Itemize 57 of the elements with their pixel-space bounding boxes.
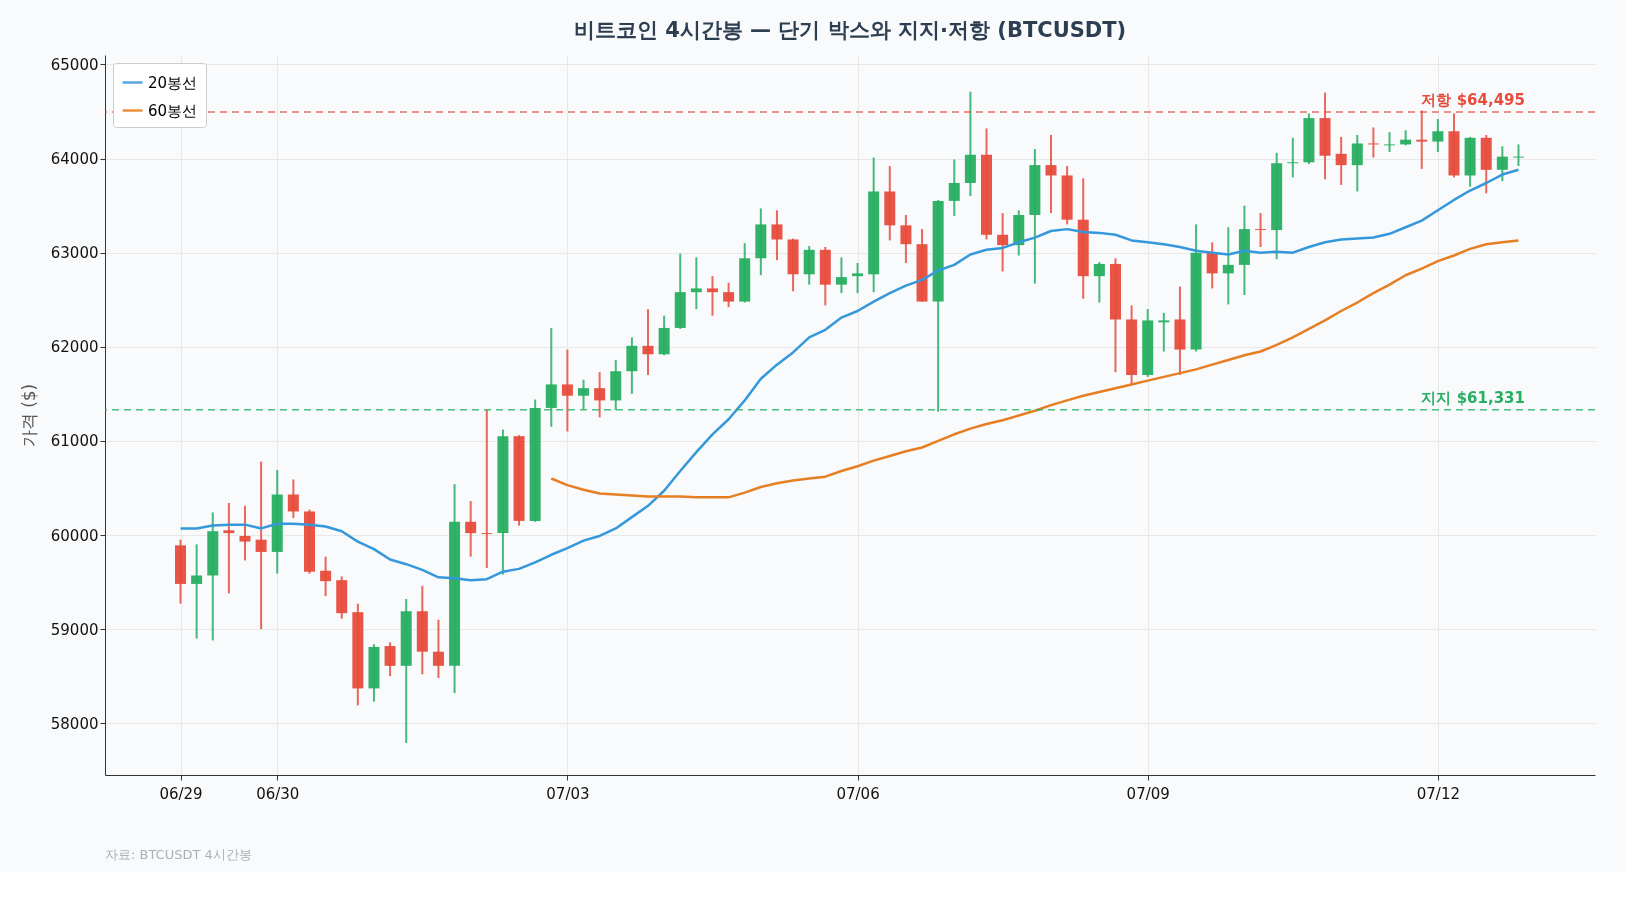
- candlestick: [594, 371, 606, 419]
- legend-label: 20봉선: [148, 73, 198, 92]
- x-tick-label: 06/29: [159, 784, 203, 803]
- candlestick: [223, 502, 235, 595]
- candlestick: [723, 281, 735, 309]
- ref-line-label: 저항 $64,495: [1421, 90, 1525, 109]
- x-tick-label: 07/06: [836, 784, 880, 803]
- ref-line-label: 지지 $61,331: [1421, 388, 1525, 407]
- candlestick: [1367, 126, 1379, 159]
- legend-label: 60봉선: [148, 101, 198, 120]
- candlestick: [900, 214, 912, 264]
- candlestick: [1255, 212, 1267, 248]
- candlestick: [706, 275, 718, 317]
- candlestick: [239, 504, 251, 562]
- candlestick: [1335, 135, 1347, 186]
- candlestick: [1093, 261, 1105, 304]
- candlestick: [481, 408, 493, 569]
- x-tick-label: 07/03: [546, 784, 590, 803]
- x-tick-label: 07/12: [1416, 784, 1460, 803]
- candlestick: [255, 460, 267, 631]
- candlestick: [320, 555, 332, 598]
- y-tick-label: 59000: [50, 620, 99, 639]
- y-tick-label: 65000: [50, 55, 99, 74]
- y-tick-label: 62000: [50, 338, 99, 357]
- candlestick: [642, 308, 654, 376]
- candlestick: [1045, 134, 1057, 215]
- x-tick-label: 07/09: [1126, 784, 1170, 803]
- candlestick: [1287, 136, 1299, 179]
- y-tick-label: 61000: [50, 432, 99, 451]
- candlestick: [191, 543, 203, 640]
- candlestick: [1432, 118, 1444, 153]
- x-tick-label: 06/30: [256, 784, 300, 803]
- candlestick: [1512, 143, 1524, 168]
- candlestick: [771, 209, 783, 262]
- candlestick: [287, 478, 299, 520]
- text: 자료: BTCUSDT 4시간봉: [105, 847, 252, 862]
- candlestick: [852, 262, 864, 295]
- candlestick: [384, 641, 396, 678]
- candlestick: [1222, 226, 1234, 306]
- candlestick: [1496, 145, 1508, 183]
- y-axis-title: 가격 ($): [18, 383, 39, 448]
- candlestick: [465, 500, 477, 558]
- y-tick-label: 58000: [50, 714, 99, 733]
- candlestick: [690, 256, 702, 311]
- candlestick: [997, 212, 1009, 273]
- chart-title: 비트코인 4시간봉 — 단기 박스와 지지·저항 (BTCUSDT): [573, 18, 1127, 42]
- candlestick: [432, 618, 444, 680]
- candlestick: [1158, 311, 1170, 353]
- candlestick: [1384, 131, 1396, 153]
- y-tick-label: 63000: [50, 244, 99, 263]
- candlestick: [561, 348, 573, 433]
- y-tick-label: 64000: [50, 150, 99, 169]
- candlestick: [1206, 241, 1218, 290]
- candlestick: [948, 158, 960, 217]
- y-tick-label: 60000: [50, 526, 99, 545]
- candlestick: [1351, 134, 1363, 193]
- candlestick: [835, 256, 847, 295]
